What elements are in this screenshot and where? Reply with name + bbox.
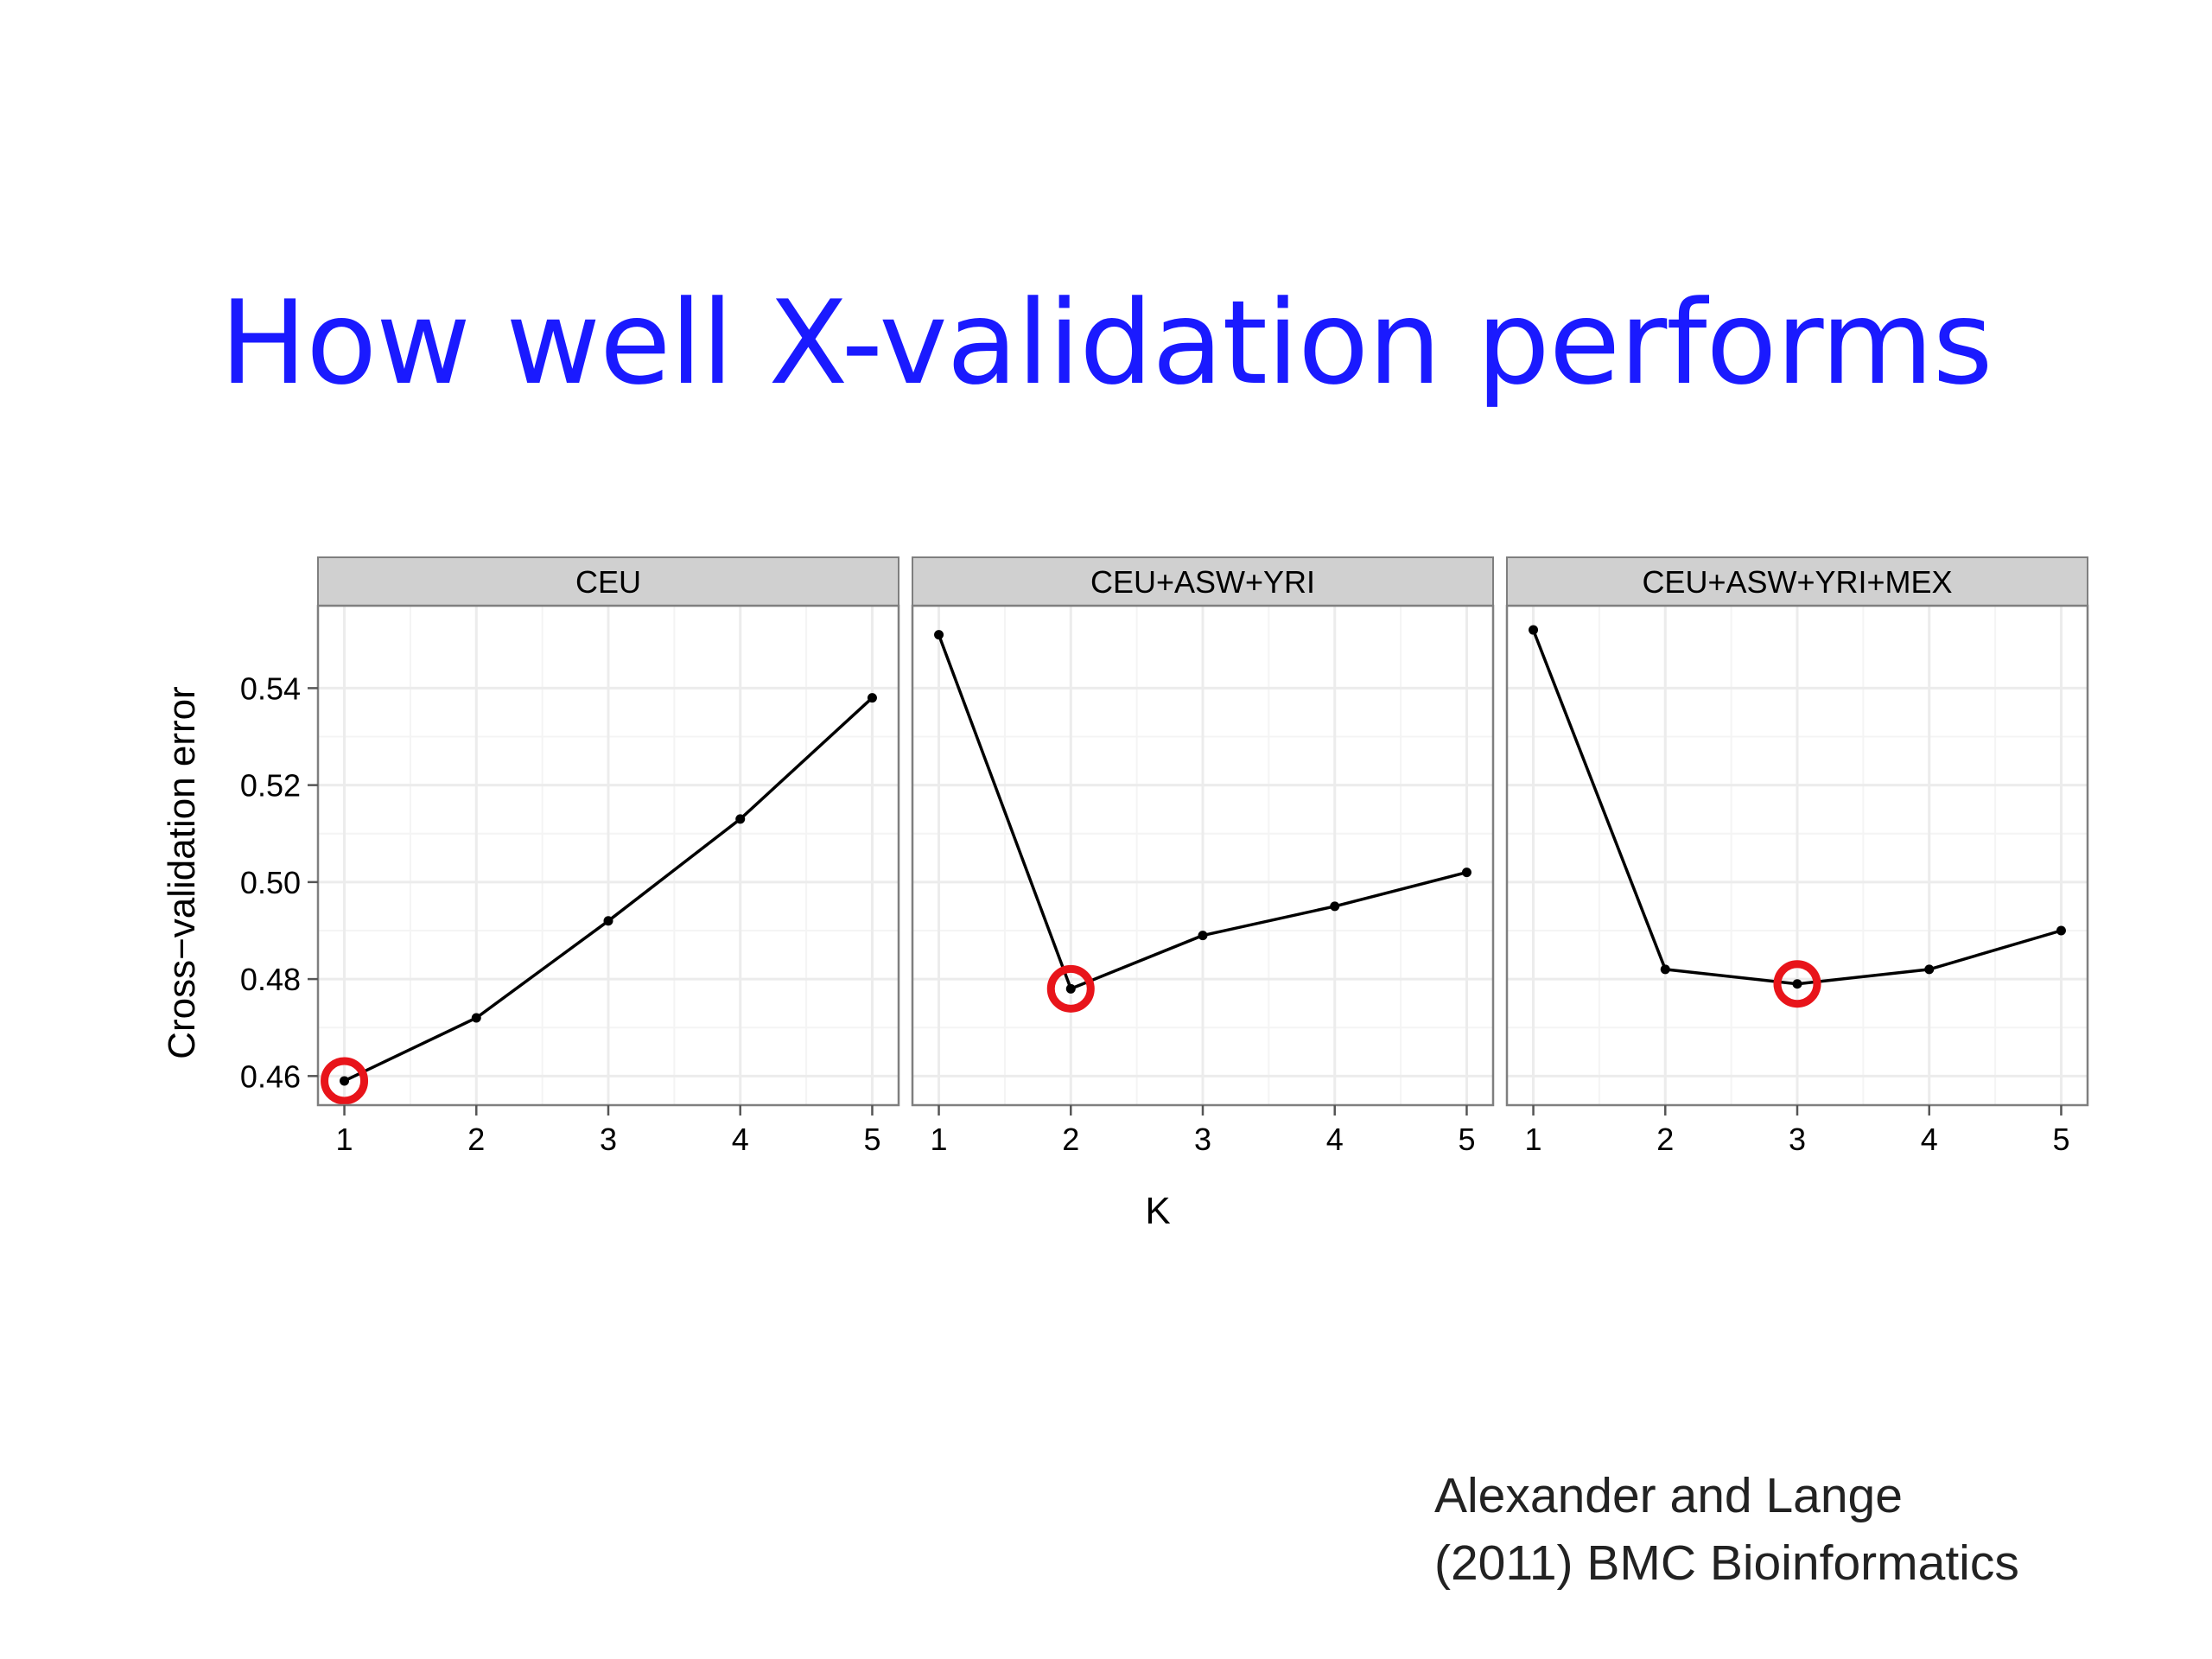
x-tick-label: 3 bbox=[600, 1122, 617, 1157]
minimum-highlight-circle bbox=[1046, 964, 1095, 1013]
panel-strip bbox=[317, 556, 899, 607]
data-point bbox=[1529, 625, 1539, 635]
data-point bbox=[934, 630, 944, 640]
panel-strip-label: CEU+ASW+YRI+MEX bbox=[1642, 564, 1952, 600]
data-point bbox=[867, 693, 877, 703]
panel-ceu-asw-yri: CEU+ASW+YRI bbox=[911, 556, 1495, 1107]
minimum-highlight-circle bbox=[321, 1057, 369, 1105]
data-point bbox=[1198, 931, 1208, 941]
panel-strip-label: CEU+ASW+YRI bbox=[1090, 564, 1315, 600]
x-tick-label: 4 bbox=[1921, 1122, 1938, 1157]
data-point bbox=[1065, 983, 1076, 994]
slide-title: How well X-validation performs bbox=[219, 276, 1993, 410]
x-tick-label: 2 bbox=[1656, 1122, 1674, 1157]
y-tick-label: 0.46 bbox=[240, 1058, 301, 1094]
panel-strip bbox=[1506, 556, 2088, 607]
x-tick-label: 2 bbox=[1062, 1122, 1079, 1157]
y-tick-label: 0.52 bbox=[240, 768, 301, 804]
panel-strip-label: CEU bbox=[575, 564, 641, 600]
y-tick-label: 0.50 bbox=[240, 865, 301, 900]
citation-line-2: (2011) BMC Bioinformatics bbox=[1434, 1535, 2019, 1591]
x-tick-label: 2 bbox=[467, 1122, 485, 1157]
x-tick-label: 3 bbox=[1194, 1122, 1211, 1157]
citation: Alexander and Lange (2011) BMC Bioinform… bbox=[1434, 1462, 2019, 1597]
data-point bbox=[1924, 964, 1935, 975]
x-axis-label: K bbox=[1145, 1190, 1170, 1232]
x-tick-label: 1 bbox=[931, 1122, 948, 1157]
data-point bbox=[471, 1013, 481, 1023]
panel-ceu: CEU bbox=[316, 556, 900, 1107]
x-tick-label: 4 bbox=[732, 1122, 749, 1157]
x-tick-label: 5 bbox=[863, 1122, 880, 1157]
x-tick-label: 1 bbox=[336, 1122, 353, 1157]
facet-panels: CEU CEU+ASW+YRI CEU+ASW+YRI+MEX bbox=[316, 556, 2089, 1107]
data-point bbox=[1792, 979, 1802, 989]
data-point bbox=[1330, 901, 1340, 912]
chart-axes: 1 2 3 4 5 1 2 3 4 5 1 2 3 4 5 0.46 0.48 0.50 0.52 0.54 bbox=[240, 671, 2070, 1157]
citation-line-1: Alexander and Lange bbox=[1434, 1468, 1903, 1523]
data-point bbox=[2056, 925, 2066, 936]
x-tick-label: 5 bbox=[2052, 1122, 2069, 1157]
panel-ceu-asw-yri-mex: CEU+ASW+YRI+MEX bbox=[1505, 556, 2089, 1107]
y-tick-label: 0.54 bbox=[240, 671, 301, 706]
x-tick-label: 5 bbox=[1458, 1122, 1475, 1157]
panel-strip bbox=[912, 556, 1494, 607]
x-tick-label: 3 bbox=[1789, 1122, 1806, 1157]
y-tick-label: 0.48 bbox=[240, 962, 301, 997]
minimum-highlight-circle bbox=[1773, 960, 1821, 1008]
data-point bbox=[1461, 868, 1471, 878]
data-point bbox=[340, 1076, 350, 1086]
y-axis-label: Cross−validation error bbox=[161, 686, 203, 1059]
x-tick-label: 4 bbox=[1326, 1122, 1344, 1157]
data-point bbox=[603, 916, 613, 926]
data-point bbox=[735, 814, 746, 824]
x-tick-label: 1 bbox=[1525, 1122, 1542, 1157]
data-point bbox=[1660, 964, 1670, 975]
